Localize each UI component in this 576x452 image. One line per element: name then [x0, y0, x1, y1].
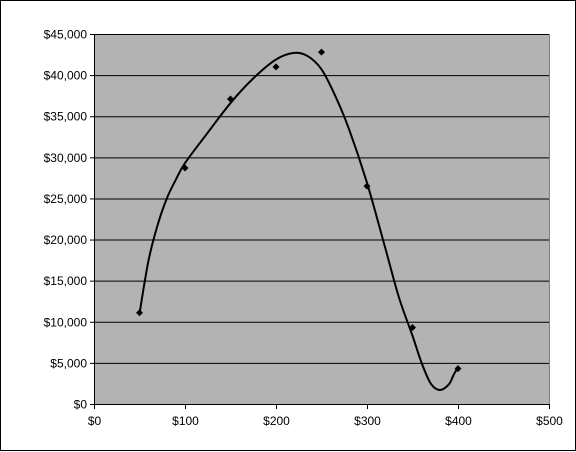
y-tick-label: $40,000 [44, 69, 88, 83]
data-point-marker [227, 95, 234, 103]
y-tick-label: $5,000 [50, 356, 87, 370]
data-point-marker [409, 324, 416, 332]
y-tick-label: $15,000 [44, 274, 88, 288]
x-tick-label: $200 [263, 414, 290, 428]
x-tick-label: $0 [88, 414, 102, 428]
y-tick-label: $20,000 [44, 233, 88, 247]
data-point-marker [363, 182, 371, 190]
data-point-marker [272, 63, 280, 71]
x-tick-label: $100 [172, 414, 199, 428]
y-tick-label: $25,000 [44, 192, 88, 206]
x-tick-label: $300 [354, 414, 381, 428]
trend-line [138, 51, 459, 392]
y-tick-label: $35,000 [44, 110, 88, 124]
plot-area [94, 34, 549, 404]
x-tick-label: $400 [445, 414, 472, 428]
data-point-marker [454, 365, 462, 373]
y-tick-label: $0 [74, 398, 88, 412]
y-tick-label: $45,000 [44, 28, 88, 42]
x-tick-label: $500 [536, 414, 563, 428]
data-point-marker [318, 48, 325, 56]
data-point-marker [136, 309, 143, 317]
data-point-marker [181, 164, 189, 172]
y-tick-label: $30,000 [44, 151, 88, 165]
y-tick-label: $10,000 [44, 315, 88, 329]
